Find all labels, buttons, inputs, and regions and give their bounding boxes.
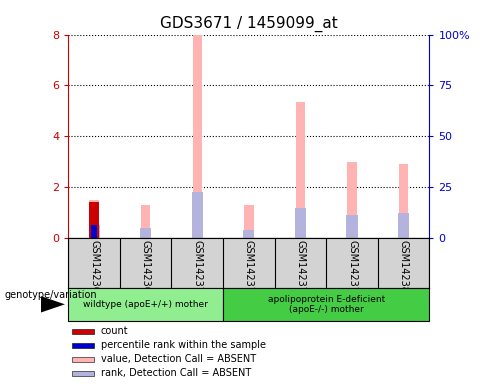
Text: genotype/variation: genotype/variation bbox=[5, 290, 98, 300]
Bar bbox=[72, 329, 94, 334]
Polygon shape bbox=[41, 296, 65, 313]
Text: GSM142374: GSM142374 bbox=[295, 240, 305, 299]
Bar bbox=[89, 202, 99, 238]
Bar bbox=[91, 225, 97, 238]
Bar bbox=[68, 288, 223, 321]
Bar bbox=[346, 215, 358, 238]
Title: GDS3671 / 1459099_at: GDS3671 / 1459099_at bbox=[160, 16, 338, 32]
Bar bbox=[72, 371, 94, 376]
Bar bbox=[88, 225, 100, 238]
Text: GSM142380: GSM142380 bbox=[399, 240, 408, 299]
Bar bbox=[89, 200, 99, 238]
Text: GSM142370: GSM142370 bbox=[192, 240, 203, 299]
Text: apolipoprotein E-deficient
(apoE-/-) mother: apolipoprotein E-deficient (apoE-/-) mot… bbox=[267, 295, 385, 314]
Bar bbox=[72, 357, 94, 362]
Bar bbox=[140, 228, 151, 238]
Bar bbox=[398, 213, 409, 238]
Bar bbox=[192, 192, 203, 238]
Bar bbox=[223, 288, 429, 321]
Text: wildtype (apoE+/+) mother: wildtype (apoE+/+) mother bbox=[83, 300, 208, 309]
Bar bbox=[141, 205, 150, 238]
Text: GSM142367: GSM142367 bbox=[89, 240, 99, 299]
Bar bbox=[193, 35, 202, 238]
Text: rank, Detection Call = ABSENT: rank, Detection Call = ABSENT bbox=[101, 368, 251, 378]
Bar bbox=[296, 102, 305, 238]
Bar bbox=[244, 205, 254, 238]
Bar bbox=[347, 162, 357, 238]
Text: count: count bbox=[101, 326, 128, 336]
Text: percentile rank within the sample: percentile rank within the sample bbox=[101, 340, 266, 350]
Text: GSM142369: GSM142369 bbox=[141, 240, 151, 299]
Text: GSM142372: GSM142372 bbox=[244, 240, 254, 299]
Text: GSM142376: GSM142376 bbox=[347, 240, 357, 299]
Bar bbox=[244, 230, 254, 238]
Bar bbox=[72, 343, 94, 348]
Bar bbox=[399, 164, 408, 238]
Bar bbox=[295, 207, 306, 238]
Text: value, Detection Call = ABSENT: value, Detection Call = ABSENT bbox=[101, 354, 256, 364]
